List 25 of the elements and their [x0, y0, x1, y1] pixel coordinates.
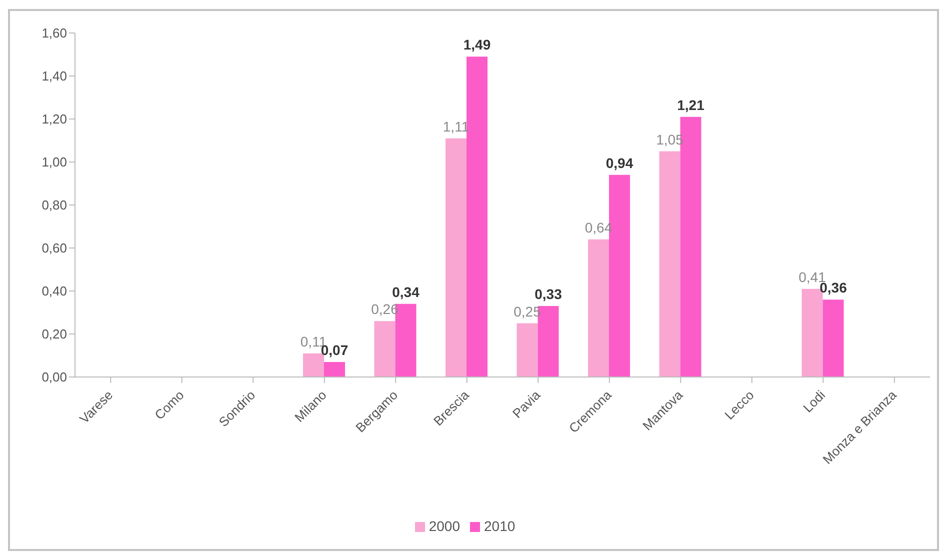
- bar: [466, 56, 488, 377]
- y-tick-label: 0,40: [42, 284, 67, 299]
- data-label: 0,34: [392, 284, 420, 300]
- y-tick-label: 0,00: [42, 370, 67, 385]
- bar: [324, 362, 345, 377]
- data-label: 0,33: [534, 286, 562, 302]
- bar: [822, 300, 844, 377]
- y-tick-label: 0,20: [42, 326, 67, 342]
- legend-label: 2010: [484, 518, 516, 534]
- data-label: 1,49: [463, 36, 491, 53]
- bar: [659, 151, 680, 377]
- bar: [446, 138, 466, 377]
- y-tick-label: 1,20: [42, 112, 67, 127]
- bar: [588, 239, 609, 377]
- y-tick-label: 1,40: [42, 68, 67, 84]
- legend-label: 2000: [428, 518, 460, 534]
- y-tick-label: 1,00: [42, 154, 67, 170]
- data-label: 0,41: [798, 268, 826, 285]
- bar: [516, 323, 538, 377]
- data-label: 0,94: [606, 154, 634, 171]
- y-tick-label: 0,60: [42, 240, 67, 256]
- y-tick-label: 1,60: [42, 26, 67, 41]
- y-tick-label: 0,80: [42, 198, 67, 213]
- data-label: 1,21: [677, 96, 705, 113]
- bar: [374, 321, 396, 377]
